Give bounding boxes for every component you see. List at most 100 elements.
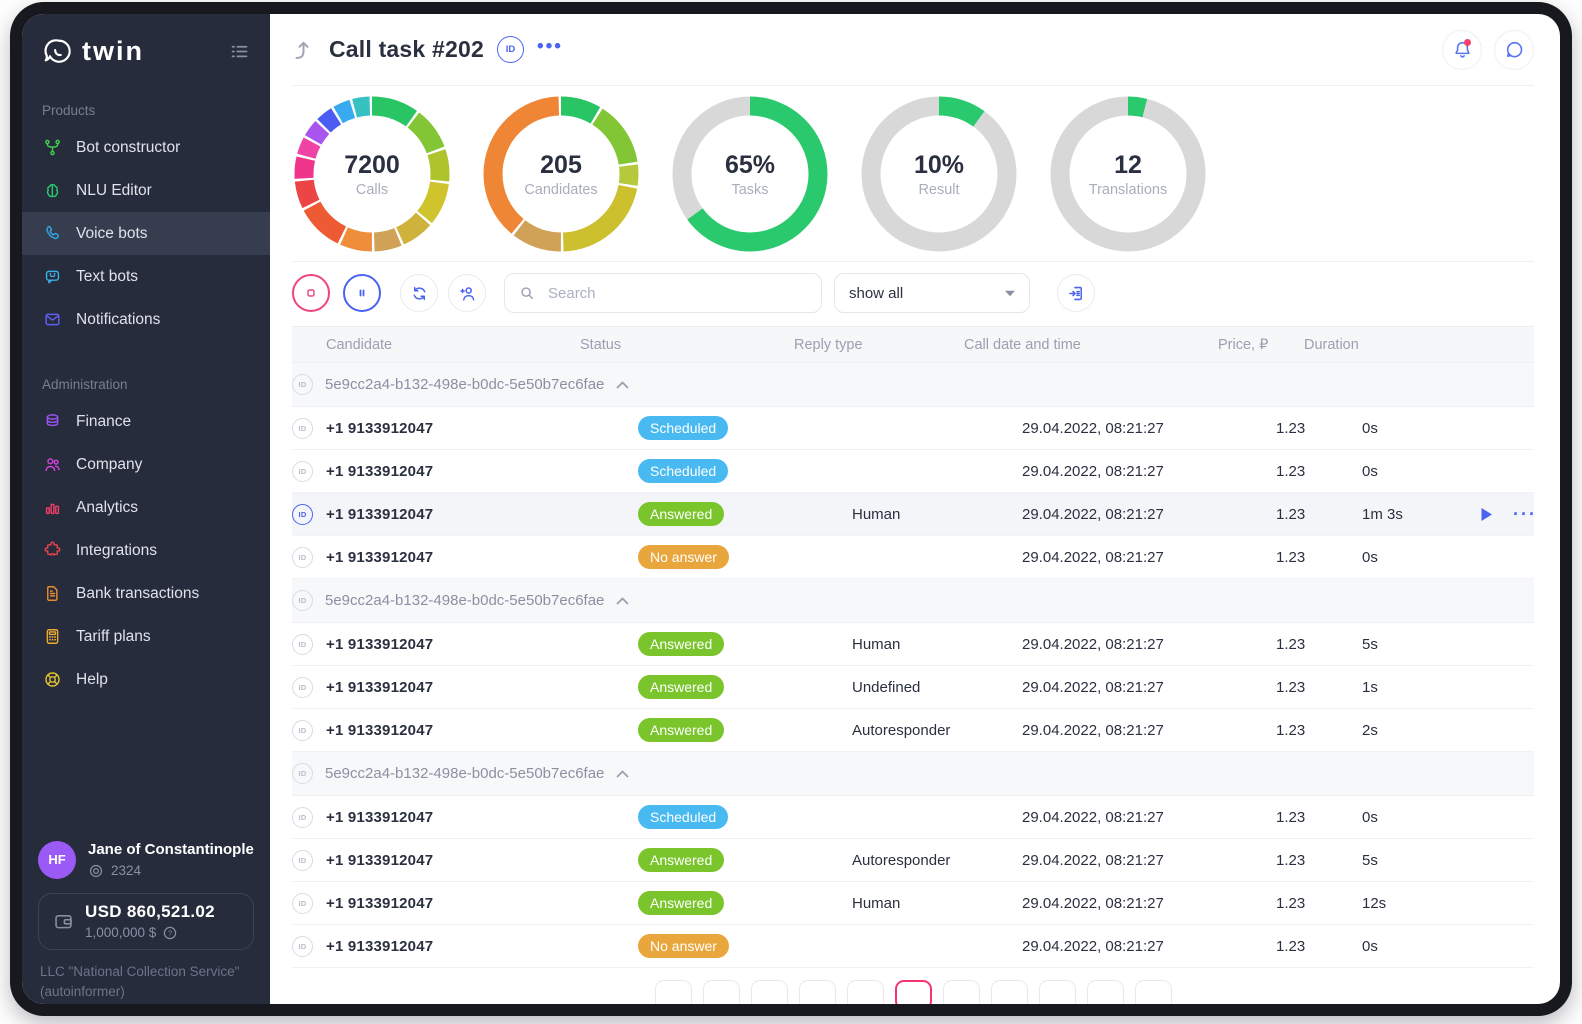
sidebar-item-company[interactable]: Company: [22, 443, 270, 486]
candidate-phone: +1 9133912047: [326, 894, 434, 912]
id-chip-icon[interactable]: ID: [292, 590, 313, 611]
sidebar-item-text-bots[interactable]: Text bots: [22, 255, 270, 298]
table-row[interactable]: ID +1 9133912047 Answered Autoresponder 29.0…: [292, 709, 1534, 752]
sidebar-item-notifications[interactable]: Notifications: [22, 298, 270, 341]
sidebar-item-finance[interactable]: Finance: [22, 400, 270, 443]
stop-button[interactable]: [292, 274, 330, 312]
page-title: Call task #202: [329, 36, 484, 62]
call-price: 1.23: [1276, 505, 1306, 523]
id-chip-icon[interactable]: ID: [292, 806, 313, 828]
sidebar-item-voice-bots[interactable]: Voice bots: [22, 212, 270, 255]
balance-card[interactable]: USD 860,521.02 1,000,000 $ ?: [38, 892, 254, 950]
page-button[interactable]: [990, 980, 1028, 1004]
row-menu-button[interactable]: ···: [1513, 504, 1537, 524]
status-badge: Answered: [638, 502, 725, 526]
support-chat-button[interactable]: [1494, 29, 1534, 70]
table-row[interactable]: ID +1 9133912047 No answer 29.04.2022, 08:2…: [292, 536, 1534, 579]
candidate-phone: +1 9133912047: [326, 505, 434, 523]
donut-chart-tasks: 65% Tasks: [672, 96, 828, 252]
table-row[interactable]: ID +1 9133912047 Scheduled 29.04.2022, 08:2…: [292, 407, 1534, 450]
sidebar-section-label: Products: [42, 103, 96, 118]
chevron-up-icon[interactable]: [616, 381, 629, 389]
chart-value: 12: [1114, 150, 1142, 179]
candidate-phone: +1 9133912047: [326, 635, 434, 653]
task-id-badge[interactable]: ID: [496, 36, 524, 63]
sidebar-item-bot-constructor[interactable]: Bot constructor: [22, 126, 270, 169]
chevron-up-icon[interactable]: [616, 770, 629, 778]
table-row[interactable]: ID +1 9133912047 No answer 29.04.2022, 08:2…: [292, 925, 1534, 968]
chart-label: Candidates: [524, 181, 598, 198]
table-row[interactable]: ID +1 9133912047 Answered Autoresponder 29.0…: [292, 839, 1534, 882]
group-header[interactable]: ID 5e9cc2a4-b132-498e-b0dc-5e50b7ec6fae: [292, 752, 1534, 796]
pause-button[interactable]: [343, 274, 381, 312]
group-header[interactable]: ID 5e9cc2a4-b132-498e-b0dc-5e50b7ec6fae: [292, 363, 1534, 407]
export-file-icon: [1067, 284, 1086, 303]
sidebar-item-bank-transactions[interactable]: Bank transactions: [22, 572, 270, 615]
id-chip-icon[interactable]: ID: [292, 676, 313, 698]
export-button[interactable]: [1057, 274, 1095, 312]
page-button[interactable]: [1134, 980, 1172, 1004]
task-more-button[interactable]: •••: [537, 36, 563, 64]
candidate-phone: +1 9133912047: [326, 678, 434, 696]
table-row[interactable]: ID +1 9133912047 Scheduled 29.04.2022, 08:2…: [292, 796, 1534, 839]
group-header[interactable]: ID 5e9cc2a4-b132-498e-b0dc-5e50b7ec6fae: [292, 579, 1534, 623]
donut-chart-calls: 7200 Calls: [294, 96, 450, 252]
sidebar-collapse-button[interactable]: [227, 39, 252, 64]
status-badge: Scheduled: [638, 459, 729, 483]
page-button[interactable]: [1038, 980, 1076, 1004]
back-button[interactable]: [292, 38, 316, 62]
id-chip-icon[interactable]: ID: [292, 763, 313, 784]
table-row[interactable]: ID +1 9133912047 Answered Undefined 29.04.20…: [292, 666, 1534, 709]
id-chip-icon[interactable]: ID: [292, 633, 313, 655]
table-row[interactable]: ID +1 9133912047 Answered Human 29.04.2022, …: [292, 493, 1537, 536]
sidebar-item-help[interactable]: Help: [22, 658, 270, 701]
sidebar-item-label: Tariff plans: [76, 627, 151, 645]
group-uuid: 5e9cc2a4-b132-498e-b0dc-5e50b7ec6fae: [325, 376, 605, 393]
balance-secondary-value: 1,000,000 $: [85, 925, 157, 940]
search-input[interactable]: [546, 283, 808, 303]
page-button[interactable]: [750, 980, 788, 1004]
id-chip-icon[interactable]: ID: [292, 503, 313, 525]
sidebar-footer: HF Jane of Constantinople 2324: [22, 840, 270, 1005]
sidebar-item-label: NLU Editor: [76, 181, 152, 199]
id-chip-icon[interactable]: ID: [292, 849, 313, 871]
table-row[interactable]: ID +1 9133912047 Scheduled 29.04.2022, 08:2…: [292, 450, 1534, 493]
add-contact-button[interactable]: [448, 274, 486, 312]
notifications-button[interactable]: [1442, 29, 1482, 70]
id-chip-icon[interactable]: ID: [292, 374, 313, 395]
call-price: 1.23: [1276, 548, 1306, 566]
page-button[interactable]: [798, 980, 836, 1004]
question-icon[interactable]: ?: [162, 925, 178, 941]
sidebar-section-label: Administration: [42, 377, 128, 392]
page-button-active[interactable]: [894, 980, 932, 1004]
table-row[interactable]: ID +1 9133912047 Answered Human 29.04.2022, …: [292, 882, 1534, 925]
sidebar-item-label: Integrations: [76, 541, 157, 559]
sidebar-item-tariff-plans[interactable]: Tariff plans: [22, 615, 270, 658]
call-datetime: 29.04.2022, 08:21:27: [1022, 937, 1164, 955]
filter-select[interactable]: show all: [834, 273, 1030, 313]
table-row[interactable]: ID +1 9133912047 Answered Human 29.04.2022, …: [292, 623, 1534, 666]
sidebar-item-integrations[interactable]: Integrations: [22, 529, 270, 572]
sidebar-item-analytics[interactable]: Analytics: [22, 486, 270, 529]
user-profile[interactable]: HF Jane of Constantinople 2324: [38, 840, 254, 879]
page-button[interactable]: [654, 980, 692, 1004]
column-header: Price, ₽: [1218, 336, 1269, 353]
id-chip-icon[interactable]: ID: [292, 719, 313, 741]
id-chip-icon[interactable]: ID: [292, 546, 313, 568]
page-button[interactable]: [702, 980, 740, 1004]
page-button[interactable]: [942, 980, 980, 1004]
sidebar-item-label: Bot constructor: [76, 138, 181, 156]
play-recording-button[interactable]: [1480, 507, 1493, 522]
page-button[interactable]: [846, 980, 884, 1004]
sidebar-item-nlu-editor[interactable]: NLU Editor: [22, 169, 270, 212]
id-chip-icon[interactable]: ID: [292, 892, 313, 914]
refresh-button[interactable]: [400, 274, 438, 312]
sidebar: twin Products Bot constructor NLU Editor Vo…: [22, 14, 270, 1004]
candidate-phone: +1 9133912047: [326, 548, 434, 566]
id-chip-icon[interactable]: ID: [292, 417, 313, 439]
table-header: Candidate Status Reply type Call date and t…: [292, 326, 1534, 363]
page-button[interactable]: [1086, 980, 1124, 1004]
id-chip-icon[interactable]: ID: [292, 460, 313, 482]
chevron-up-icon[interactable]: [616, 597, 629, 605]
id-chip-icon[interactable]: ID: [292, 935, 313, 957]
